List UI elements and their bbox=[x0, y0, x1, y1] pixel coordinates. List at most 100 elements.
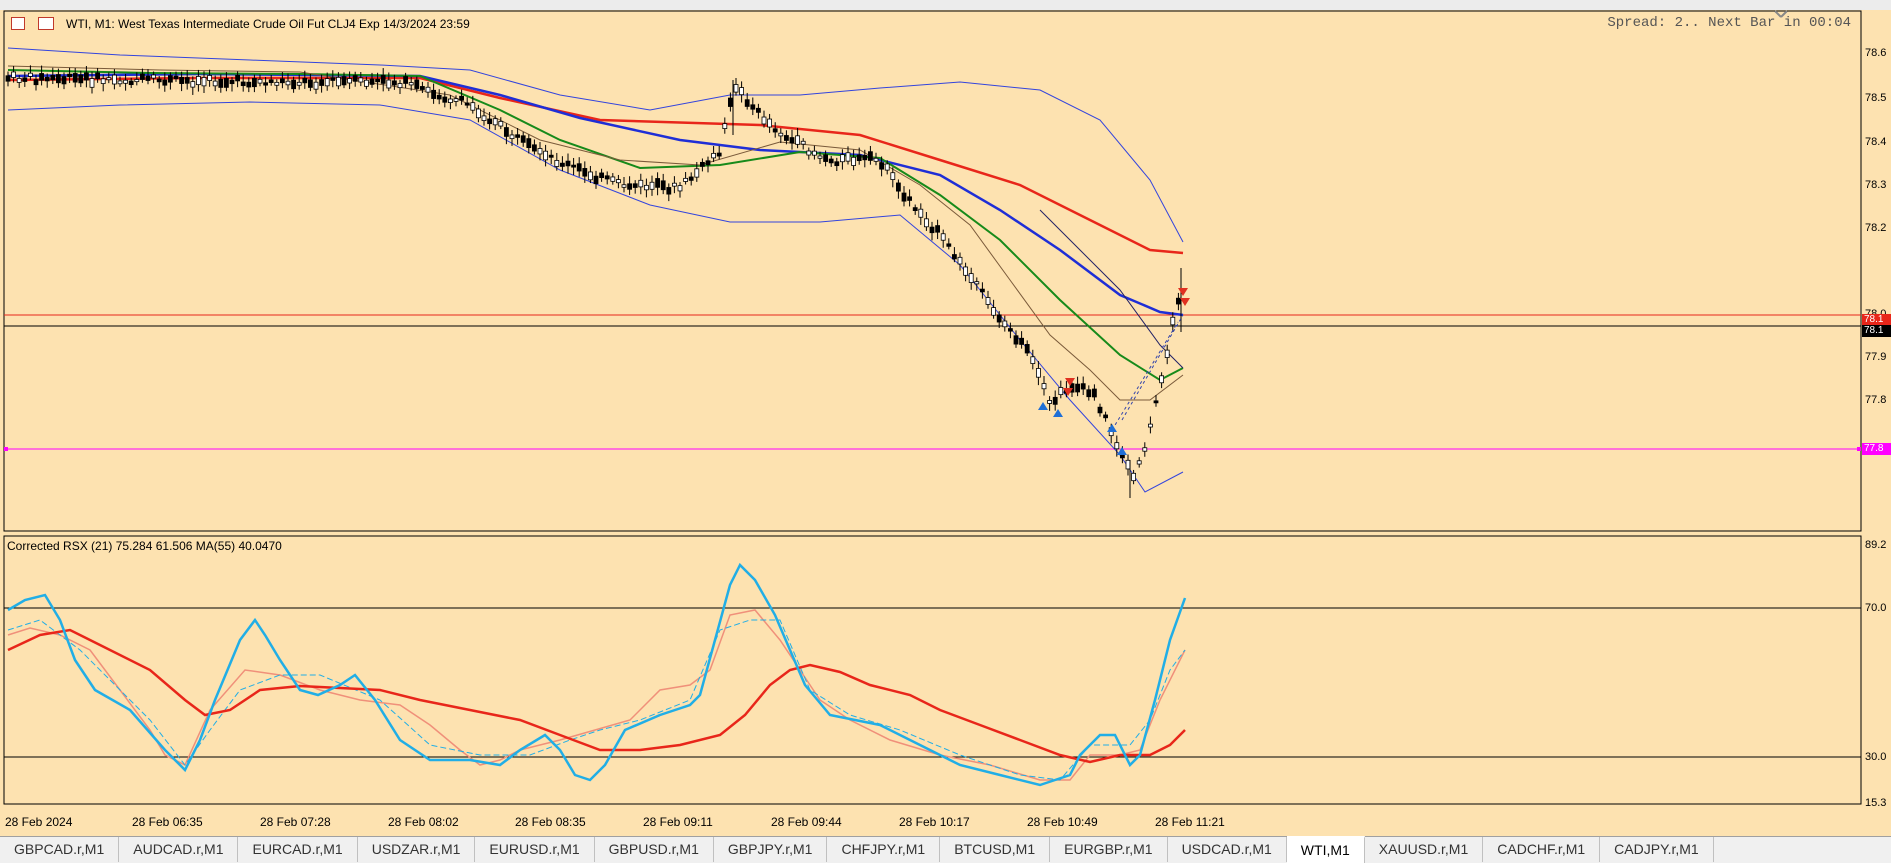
candle-body bbox=[470, 102, 476, 111]
candle-body bbox=[1024, 344, 1030, 354]
candle-body bbox=[1008, 328, 1013, 332]
candle-body bbox=[980, 288, 985, 293]
candle-body bbox=[1075, 383, 1080, 393]
candle-body bbox=[688, 176, 694, 181]
candle-body bbox=[705, 160, 711, 166]
tab-cadjpy[interactable]: CADJPY.r,M1 bbox=[1600, 837, 1714, 862]
candle-body bbox=[145, 75, 151, 81]
time-label: 28 Feb 10:17 bbox=[899, 815, 970, 829]
candle-body bbox=[212, 80, 218, 87]
candle-body bbox=[78, 74, 84, 84]
candle-body bbox=[851, 156, 856, 166]
candle-body bbox=[683, 177, 688, 182]
candle-body bbox=[778, 132, 784, 137]
tab-cadchf[interactable]: CADCHF.r,M1 bbox=[1483, 837, 1601, 862]
candle-body bbox=[274, 81, 280, 86]
level-marker bbox=[1857, 447, 1861, 451]
indicator-pane-frame bbox=[3, 535, 1862, 805]
candle-body bbox=[716, 152, 722, 157]
candle-body bbox=[397, 83, 403, 89]
bollinger-lower-line bbox=[7, 101, 1184, 493]
candle-body bbox=[834, 161, 840, 167]
candle-body bbox=[918, 208, 924, 218]
tab-wti[interactable]: WTI,M1 bbox=[1286, 836, 1365, 863]
candle-body bbox=[565, 160, 571, 167]
candle-body bbox=[352, 75, 358, 82]
tab-chfjpy[interactable]: CHFJPY.r,M1 bbox=[827, 837, 941, 862]
candle-body bbox=[1148, 423, 1153, 428]
candle-body bbox=[772, 128, 778, 133]
candle-body bbox=[957, 256, 963, 265]
buy-arrow-icon bbox=[1117, 447, 1127, 455]
candle-body bbox=[503, 127, 509, 137]
candle-body bbox=[162, 79, 168, 86]
tab-gbpusd[interactable]: GBPUSD.r,M1 bbox=[595, 837, 714, 862]
candle-body bbox=[1013, 335, 1019, 345]
candle-body bbox=[621, 184, 627, 188]
rsx-ma-line bbox=[7, 628, 1186, 764]
tab-btcusd[interactable]: BTCUSD,M1 bbox=[940, 837, 1051, 862]
candle-body bbox=[184, 77, 190, 84]
candle-body bbox=[722, 123, 728, 129]
candle-body bbox=[347, 78, 353, 84]
candle-body bbox=[728, 97, 733, 107]
time-label: 28 Feb 2024 bbox=[5, 815, 73, 829]
candle-body bbox=[156, 78, 162, 83]
rsx-signal-line bbox=[7, 609, 1186, 781]
candle-body bbox=[1047, 400, 1052, 404]
candle-body bbox=[106, 77, 112, 81]
candle-body bbox=[1097, 406, 1103, 414]
candle-body bbox=[61, 76, 67, 85]
time-label: 28 Feb 09:44 bbox=[771, 815, 842, 829]
candle-body bbox=[112, 74, 117, 85]
candle-body bbox=[89, 78, 95, 88]
candle-body bbox=[117, 80, 123, 85]
candle-body bbox=[868, 151, 873, 161]
candle-body bbox=[375, 78, 381, 83]
tab-eurgbp[interactable]: EURGBP.r,M1 bbox=[1050, 837, 1168, 862]
tab-xauusd[interactable]: XAUUSD.r,M1 bbox=[1365, 837, 1484, 862]
time-label: 28 Feb 09:11 bbox=[643, 815, 713, 829]
tab-usdzar[interactable]: USDZAR.r,M1 bbox=[358, 837, 476, 862]
buy-arrow-icon bbox=[1038, 402, 1048, 410]
tab-gbpjpy[interactable]: GBPJPY.r,M1 bbox=[714, 837, 828, 862]
candle-body bbox=[363, 79, 369, 87]
tab-gbpcad[interactable]: GBPCAD.r,M1 bbox=[0, 837, 120, 862]
candle-body bbox=[526, 138, 532, 149]
candle-body bbox=[509, 134, 515, 140]
candle-body bbox=[151, 74, 157, 79]
tab-audcad[interactable]: AUDCAD.r,M1 bbox=[119, 837, 239, 862]
rsx-main-line bbox=[7, 562, 1187, 787]
candle-body bbox=[1164, 349, 1170, 358]
candle-body bbox=[246, 81, 252, 88]
chart-window[interactable]: WTI, M1: West Texas Intermediate Crude O… bbox=[0, 10, 1891, 836]
sell-arrow-icon bbox=[1063, 388, 1073, 396]
candle-body bbox=[963, 266, 968, 276]
candle-body bbox=[991, 307, 996, 316]
candle-body bbox=[537, 148, 543, 155]
candle-body bbox=[845, 152, 851, 162]
candle-body bbox=[67, 73, 72, 78]
candle-body bbox=[84, 72, 89, 81]
candle-body bbox=[856, 154, 862, 162]
candle-body bbox=[447, 98, 453, 103]
candle-body bbox=[408, 82, 414, 86]
candle-body bbox=[873, 157, 879, 162]
candle-body bbox=[817, 155, 823, 159]
price-flag-black: 78.1 bbox=[1862, 325, 1891, 337]
candle-body bbox=[677, 185, 683, 192]
sell-arrow-icon bbox=[1180, 298, 1190, 306]
candle-body bbox=[901, 192, 907, 202]
candle-body bbox=[1114, 442, 1120, 450]
chart-canvas[interactable] bbox=[0, 10, 1891, 836]
tab-eurcad[interactable]: EURCAD.r,M1 bbox=[238, 837, 358, 862]
time-label: 28 Feb 06:35 bbox=[132, 815, 203, 829]
price-tick: 78.5 bbox=[1865, 92, 1887, 104]
candle-body bbox=[481, 115, 487, 121]
price-tick: 78.6 bbox=[1865, 47, 1887, 59]
candle-body bbox=[72, 73, 78, 83]
tab-eurusd[interactable]: EURUSD.r,M1 bbox=[475, 837, 595, 862]
candle-body bbox=[324, 78, 330, 87]
tab-usdcad[interactable]: USDCAD.r,M1 bbox=[1168, 837, 1287, 862]
candle-body bbox=[554, 160, 560, 167]
